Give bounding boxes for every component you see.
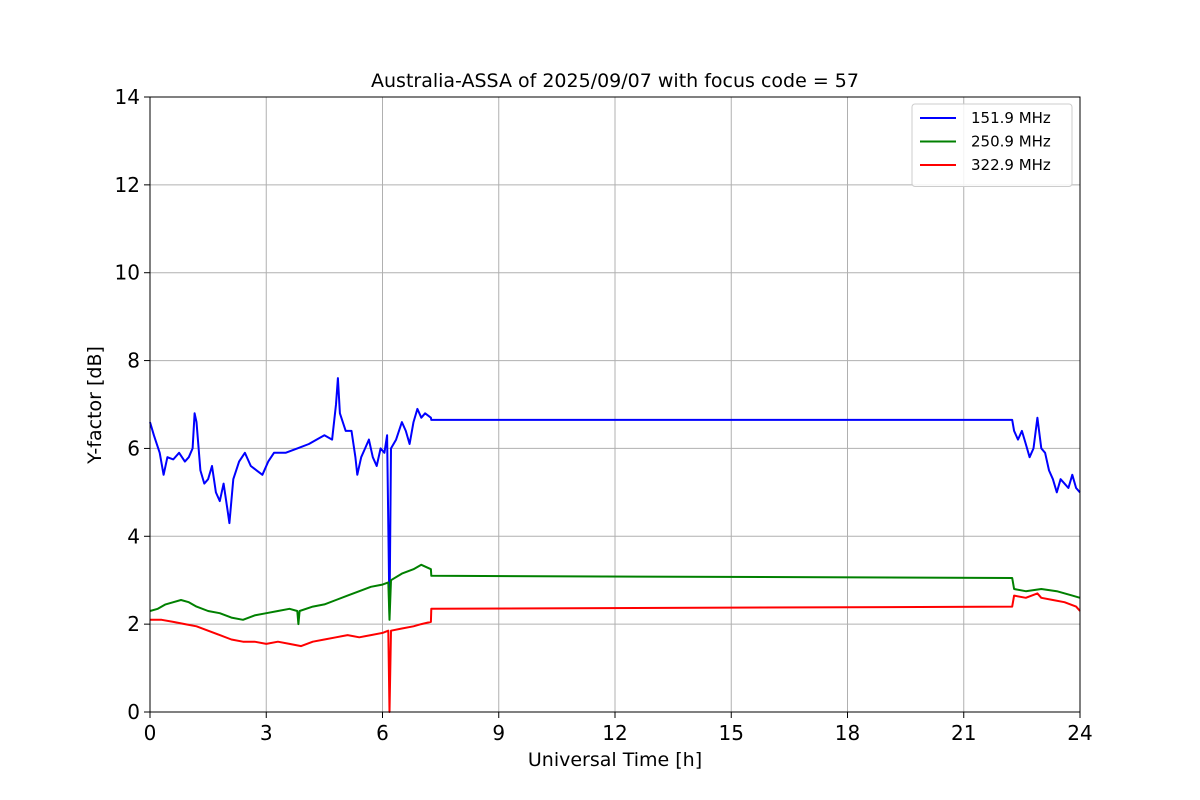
x-tick-label: 0	[144, 721, 157, 745]
x-tick-label: 9	[492, 721, 505, 745]
y-tick-label: 12	[115, 173, 140, 197]
y-tick-label: 8	[127, 349, 140, 373]
y-tick-label: 10	[115, 261, 140, 285]
x-tick-label: 21	[951, 721, 976, 745]
x-tick-label: 6	[376, 721, 389, 745]
x-tick-label: 24	[1067, 721, 1092, 745]
y-tick-label: 4	[127, 524, 140, 548]
y-tick-label: 14	[115, 85, 140, 109]
y-tick-label: 0	[127, 700, 140, 724]
y-tick-label: 6	[127, 436, 140, 460]
series-layer	[149, 377, 1081, 713]
legend-entry: 322.9 MHz	[971, 156, 1051, 174]
legend-entry: 151.9 MHz	[971, 109, 1051, 127]
x-tick-label: 18	[835, 721, 860, 745]
x-tick-label: 3	[260, 721, 273, 745]
x-tick-label: 15	[719, 721, 744, 745]
legend-entry: 250.9 MHz	[971, 133, 1051, 151]
series-line-1	[149, 563, 1081, 626]
series-line-2	[150, 592, 1081, 713]
chart-title: Australia-ASSA of 2025/09/07 with focus …	[371, 70, 859, 92]
x-tick-label: 12	[602, 721, 627, 745]
y-axis-label: Y-factor [dB]	[84, 346, 106, 465]
legend: 151.9 MHz 250.9 MHz 322.9 MHz	[911, 103, 1073, 187]
x-axis-label: Universal Time [h]	[528, 749, 702, 771]
y-tick-label: 2	[127, 612, 140, 636]
series-line-0	[149, 377, 1081, 617]
